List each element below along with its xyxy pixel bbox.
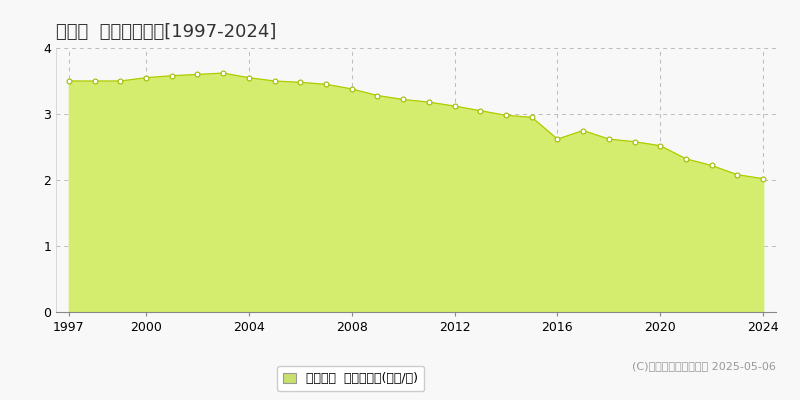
- Text: (C)土地価格ドットコム 2025-05-06: (C)土地価格ドットコム 2025-05-06: [632, 361, 776, 371]
- Text: 幌延町  基準地価推移[1997-2024]: 幌延町 基準地価推移[1997-2024]: [56, 23, 276, 41]
- Legend: 基準地価  平均嵪単価(万円/嵪): 基準地価 平均嵪単価(万円/嵪): [277, 366, 424, 391]
